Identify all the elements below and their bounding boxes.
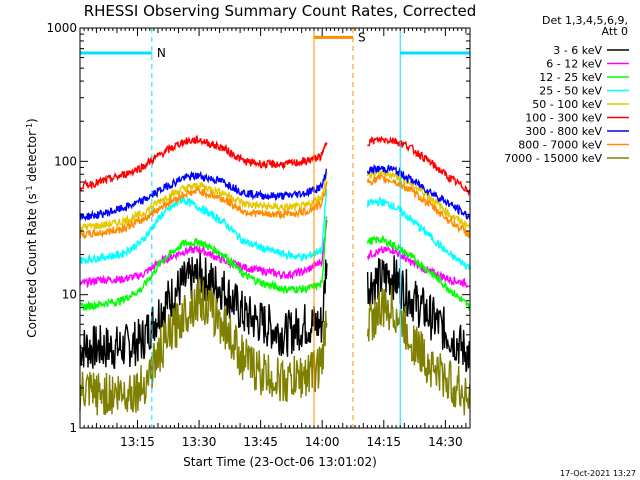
series-5 (79, 134, 471, 197)
series-line-post-8 (366, 285, 471, 416)
chart-title: RHESSI Observing Summary Count Rates, Co… (84, 2, 477, 20)
series-4 (79, 167, 471, 234)
series-line-post-5 (367, 135, 471, 197)
series-line-pre-2 (79, 216, 328, 312)
series-line-post-7 (366, 173, 471, 238)
flag-label-0: N (157, 46, 166, 60)
legend-label-4: 50 - 100 keV (532, 98, 602, 111)
y-axis-label: Corrected Count Rate (s-1 detector-1) (25, 118, 40, 337)
series-line-pre-5 (79, 134, 328, 192)
series-line-pre-3 (79, 189, 328, 265)
series-2 (79, 216, 471, 312)
legend-label-6: 300 - 800 keV (525, 125, 602, 138)
y-tick-label: 100 (54, 154, 77, 168)
series-line-post-1 (366, 244, 471, 289)
legend-label-5: 100 - 300 keV (525, 112, 602, 125)
x-tick-label: 13:45 (243, 435, 278, 449)
flag-label-1: S (358, 30, 366, 44)
legend-header-0: Det 1,3,4,5,6,9, (542, 14, 628, 27)
y-tick-label: 1 (69, 421, 77, 435)
axes: 1 10 100 1000 13:15 13:30 13:45 14:00 14:15 14:30 (46, 21, 471, 449)
legend-label-2: 12 - 25 keV (539, 71, 602, 84)
x-tick-label: 13:15 (120, 435, 155, 449)
y-tick-label: 1000 (46, 21, 77, 35)
x-axis-label: Start Time (23-Oct-06 13:01:02) (183, 455, 377, 469)
axes-frame (79, 27, 471, 429)
y-axis-label-end: ) (25, 118, 39, 123)
series-8 (79, 276, 471, 416)
y-axis-label-mid: detector (25, 131, 39, 186)
series-line-pre-1 (79, 219, 328, 289)
series-line-pre-8 (79, 276, 328, 416)
legend-label-0: 3 - 6 keV (553, 44, 602, 57)
y-axis-label-sup1: -1 (25, 185, 34, 193)
y-tick-label: 10 (62, 288, 77, 302)
series-line-post-4 (366, 167, 471, 229)
legend-label-8: 7000 - 15000 keV (504, 152, 602, 165)
x-tick-label: 14:15 (366, 435, 401, 449)
legend-label-1: 6 - 12 keV (546, 58, 602, 71)
y-axis-label-sup2: -1 (25, 123, 34, 131)
x-tick-label: 14:30 (428, 435, 463, 449)
series-3 (79, 189, 471, 270)
x-tick-label: 14:00 (305, 435, 340, 449)
plot-area: NS (79, 28, 471, 428)
series-line-post-2 (366, 234, 471, 311)
series-7 (79, 173, 471, 240)
series-line-post-3 (366, 195, 471, 270)
series-line-post-0 (366, 255, 471, 372)
series-line-pre-7 (79, 181, 328, 240)
series-6 (79, 164, 471, 222)
legend-label-3: 25 - 50 keV (539, 85, 602, 98)
series-1 (79, 219, 471, 289)
series-line-post-6 (366, 164, 471, 220)
y-axis-label-main: Corrected Count Rate (s (25, 193, 39, 337)
legend-header-1: Att 0 (602, 25, 628, 38)
legend-label-7: 800 - 7000 keV (518, 139, 602, 152)
series-line-pre-6 (79, 168, 328, 222)
footer-timestamp: 17-Oct-2021 13:27 (560, 469, 636, 478)
x-tick-label: 13:30 (182, 435, 217, 449)
series-line-pre-4 (79, 171, 328, 234)
